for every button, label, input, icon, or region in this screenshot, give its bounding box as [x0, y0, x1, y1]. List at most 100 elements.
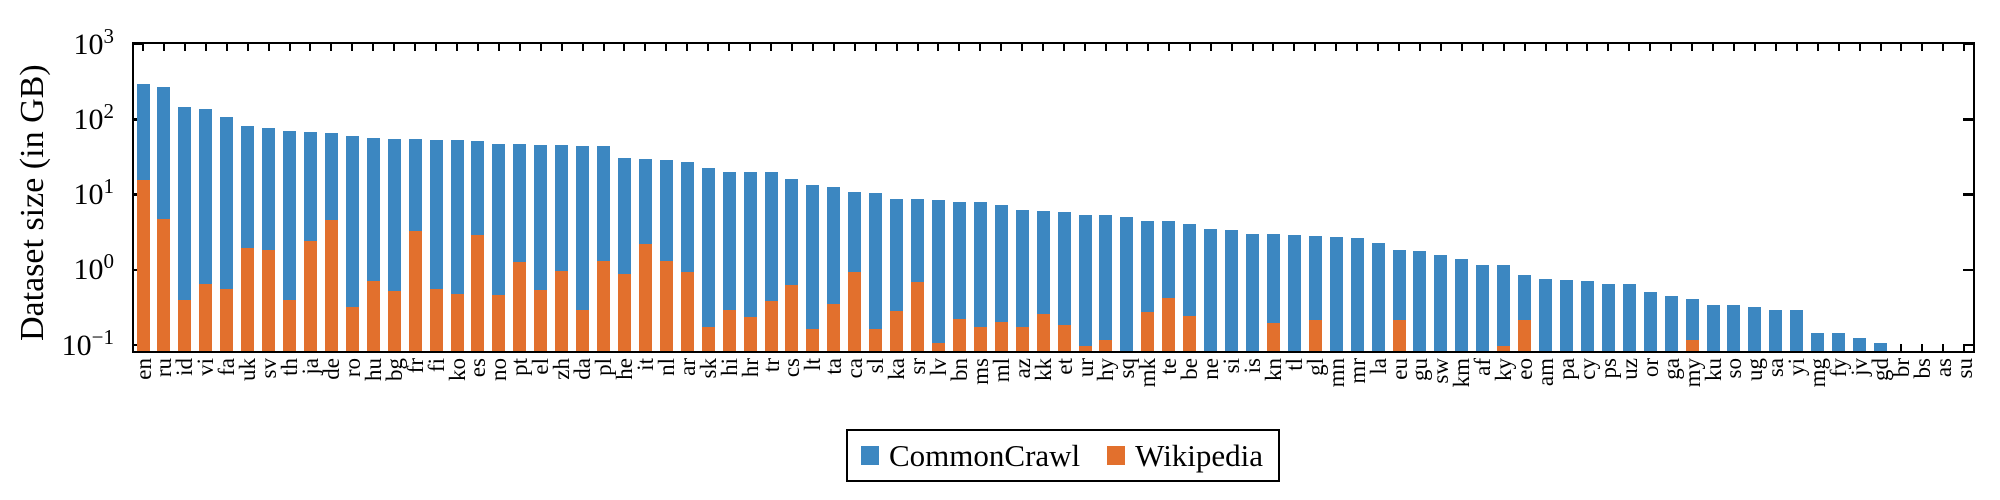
x-tick-top: [1544, 44, 1547, 51]
bar-wiki-cs: [785, 284, 799, 351]
bar-cc-am: [1539, 278, 1553, 351]
bar-cc-lv: [931, 200, 945, 351]
bar-cc-sa: [1769, 310, 1783, 351]
y-tick-label-3: 103: [73, 23, 115, 61]
bar-wiki-hi: [722, 310, 736, 351]
bar-cc-af: [1476, 264, 1490, 351]
bar-wiki-ms: [973, 326, 987, 351]
bar-cc-yi: [1790, 310, 1804, 351]
y-tick-label-minus-1: 10−1: [61, 324, 114, 362]
x-tick-top: [560, 44, 563, 51]
x-tick-top: [728, 44, 731, 51]
bar-wiki-ja: [303, 240, 317, 351]
x-tick-top: [874, 44, 877, 51]
x-tick-top: [916, 44, 919, 51]
x-tick-top: [1356, 44, 1359, 51]
x-tick-top: [1837, 44, 1840, 51]
bar-cc-lt: [806, 184, 820, 351]
x-tick-top: [162, 44, 165, 51]
x-tick-top: [958, 44, 961, 51]
x-tick-top: [1963, 44, 1966, 51]
bar-wiki-lt: [806, 328, 820, 351]
x-tick-top: [602, 44, 605, 51]
x-tick-top: [1607, 44, 1610, 51]
x-tick-top: [1314, 44, 1317, 51]
bar-wiki-ml: [994, 321, 1008, 351]
bar-wiki-az: [1015, 326, 1029, 351]
bar-wiki-ru: [157, 218, 171, 351]
bar-wiki-kn: [1266, 323, 1280, 351]
bar-cc-ug: [1748, 307, 1762, 351]
x-tick-top: [686, 44, 689, 51]
bar-wiki-fi: [429, 289, 443, 351]
x-tick-top: [811, 44, 814, 51]
x-tick-bottom: [1942, 344, 1945, 351]
bar-wiki-tr: [764, 300, 778, 351]
legend: CommonCrawl Wikipedia: [846, 429, 1281, 482]
x-tick-bottom: [1921, 344, 1924, 351]
x-tick-top: [1042, 44, 1045, 51]
bar-wiki-my: [1685, 340, 1699, 351]
bar-cc-ps: [1601, 283, 1615, 351]
plot-area: [132, 42, 1975, 353]
x-tick-top: [204, 44, 207, 51]
bar-cc-uz: [1622, 283, 1636, 351]
y-major-tick-right: [1963, 44, 1973, 46]
bar-wiki-ro: [345, 307, 359, 351]
bar-wiki-bn: [952, 318, 966, 351]
y-major-tick-right: [1963, 193, 1973, 196]
x-tick-top: [1753, 44, 1756, 51]
bar-wiki-sl: [869, 328, 883, 351]
x-tick-label-su: su: [1951, 358, 1977, 379]
x-tick-top: [1230, 44, 1233, 51]
legend-label-commoncrawl: CommonCrawl: [889, 437, 1081, 473]
bar-cc-hi: [722, 171, 736, 351]
x-tick-top: [1795, 44, 1798, 51]
x-tick-top: [1712, 44, 1715, 51]
x-tick-top: [1816, 44, 1819, 51]
bar-cc-tl: [1287, 234, 1301, 351]
bar-wiki-sr: [911, 282, 925, 351]
bar-cc-pa: [1560, 279, 1573, 351]
bar-wiki-id: [178, 299, 192, 351]
x-tick-top: [1649, 44, 1652, 51]
x-tick-top: [456, 44, 458, 51]
x-tick-top: [581, 44, 584, 51]
y-tick-label-2: 102: [73, 98, 115, 136]
bar-cc-sq: [1120, 216, 1134, 351]
bar-wiki-en: [136, 180, 150, 351]
x-tick-top: [1167, 44, 1170, 51]
x-tick-top: [1377, 44, 1380, 51]
bar-cc-th: [283, 131, 297, 351]
wikipedia-swatch-icon: [1107, 446, 1126, 465]
x-tick-top: [393, 44, 396, 51]
x-tick-top: [539, 44, 542, 51]
x-tick-top: [1063, 44, 1066, 51]
bar-wiki-pt: [513, 262, 527, 351]
bar-wiki-ar: [680, 272, 694, 351]
x-tick-top: [1084, 44, 1087, 51]
bar-cc-my: [1685, 299, 1699, 351]
bar-wiki-eo: [1518, 320, 1532, 351]
bar-wiki-ca: [848, 272, 862, 351]
x-tick-top: [1774, 44, 1777, 51]
bar-cc-gu: [1413, 250, 1427, 351]
x-tick-top: [1900, 44, 1903, 51]
x-tick-top: [832, 44, 835, 51]
bar-wiki-be: [1183, 316, 1197, 351]
x-tick-top: [1272, 44, 1275, 51]
x-tick-top: [1691, 44, 1694, 51]
x-tick-top: [1188, 44, 1191, 51]
x-tick-top: [1418, 44, 1421, 51]
x-tick-top: [225, 44, 228, 51]
bar-cc-gd: [1874, 342, 1888, 351]
bar-cc-la: [1371, 242, 1385, 351]
bar-cc-ms: [973, 202, 987, 351]
x-tick-top: [1670, 44, 1673, 51]
x-tick-top: [1586, 44, 1589, 51]
x-tick-top: [623, 44, 626, 51]
bar-wiki-gl: [1308, 320, 1322, 351]
x-tick-top: [979, 44, 982, 51]
x-tick-top: [853, 44, 856, 51]
bar-wiki-ur: [1078, 346, 1092, 351]
